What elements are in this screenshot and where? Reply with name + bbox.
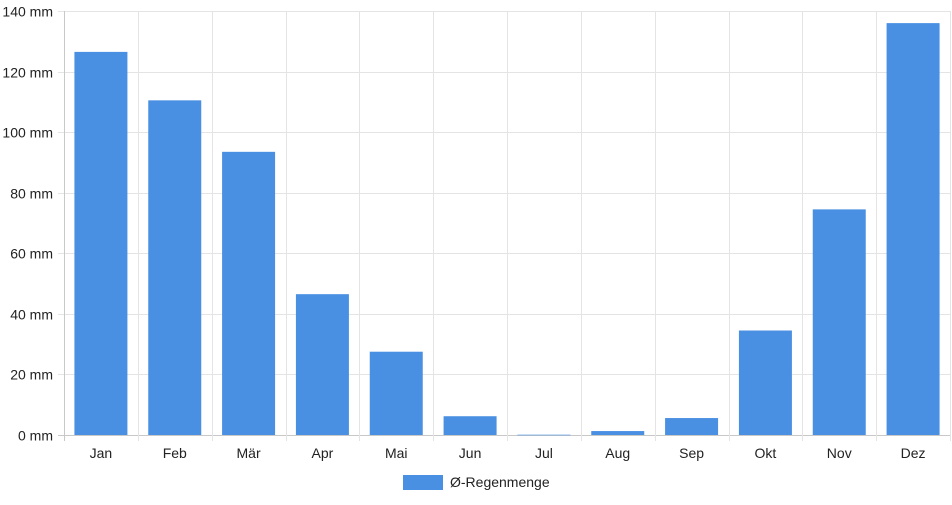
x-axis-ticks: Jan Feb Mär Apr Mai Jun Jul Aug Sep Okt Nov Dez: [90, 445, 926, 461]
x-tick-label: Jul: [535, 445, 553, 461]
x-tick-label: Jan: [90, 445, 113, 461]
bar-jun[interactable]: [443, 416, 497, 435]
bar-feb[interactable]: [148, 100, 202, 435]
y-tick-label: 100 mm: [2, 125, 53, 141]
x-tick-label: Feb: [163, 445, 187, 461]
grid-lines: [58, 11, 951, 441]
x-tick-label: Mär: [237, 445, 261, 461]
bar-jan[interactable]: [74, 51, 128, 436]
x-tick-label: Jun: [459, 445, 482, 461]
y-tick-label: 80 mm: [10, 186, 53, 202]
legend-label[interactable]: Ø-Regenmenge: [450, 474, 550, 490]
bar-okt[interactable]: [738, 330, 792, 435]
bar-mai[interactable]: [369, 351, 423, 435]
y-tick-label: 0 mm: [18, 428, 53, 444]
bar-mär[interactable]: [222, 151, 276, 436]
bar-aug[interactable]: [591, 431, 645, 435]
x-tick-label: Sep: [679, 445, 704, 461]
bar-sep[interactable]: [665, 418, 719, 435]
y-axis-ticks: 0 mm 20 mm 40 mm 60 mm 80 mm 100 mm 120 mm 140 …: [2, 4, 53, 444]
x-tick-label: Apr: [312, 445, 334, 461]
x-tick-label: Aug: [605, 445, 630, 461]
legend-swatch[interactable]: [403, 475, 443, 490]
y-tick-label: 40 mm: [10, 307, 53, 323]
x-tick-label: Dez: [901, 445, 926, 461]
y-tick-label: 60 mm: [10, 246, 53, 262]
x-tick-label: Mai: [385, 445, 408, 461]
legend[interactable]: Ø-Regenmenge: [403, 474, 550, 490]
y-tick-label: 20 mm: [10, 367, 53, 383]
bar-jul[interactable]: [517, 434, 571, 436]
x-tick-label: Nov: [827, 445, 852, 461]
bar-dez[interactable]: [886, 23, 940, 435]
bar-apr[interactable]: [295, 294, 349, 435]
bars: [74, 23, 940, 436]
y-tick-label: 120 mm: [2, 65, 53, 81]
x-tick-label: Okt: [755, 445, 777, 461]
y-tick-label: 140 mm: [2, 4, 53, 20]
bar-nov[interactable]: [812, 209, 866, 435]
